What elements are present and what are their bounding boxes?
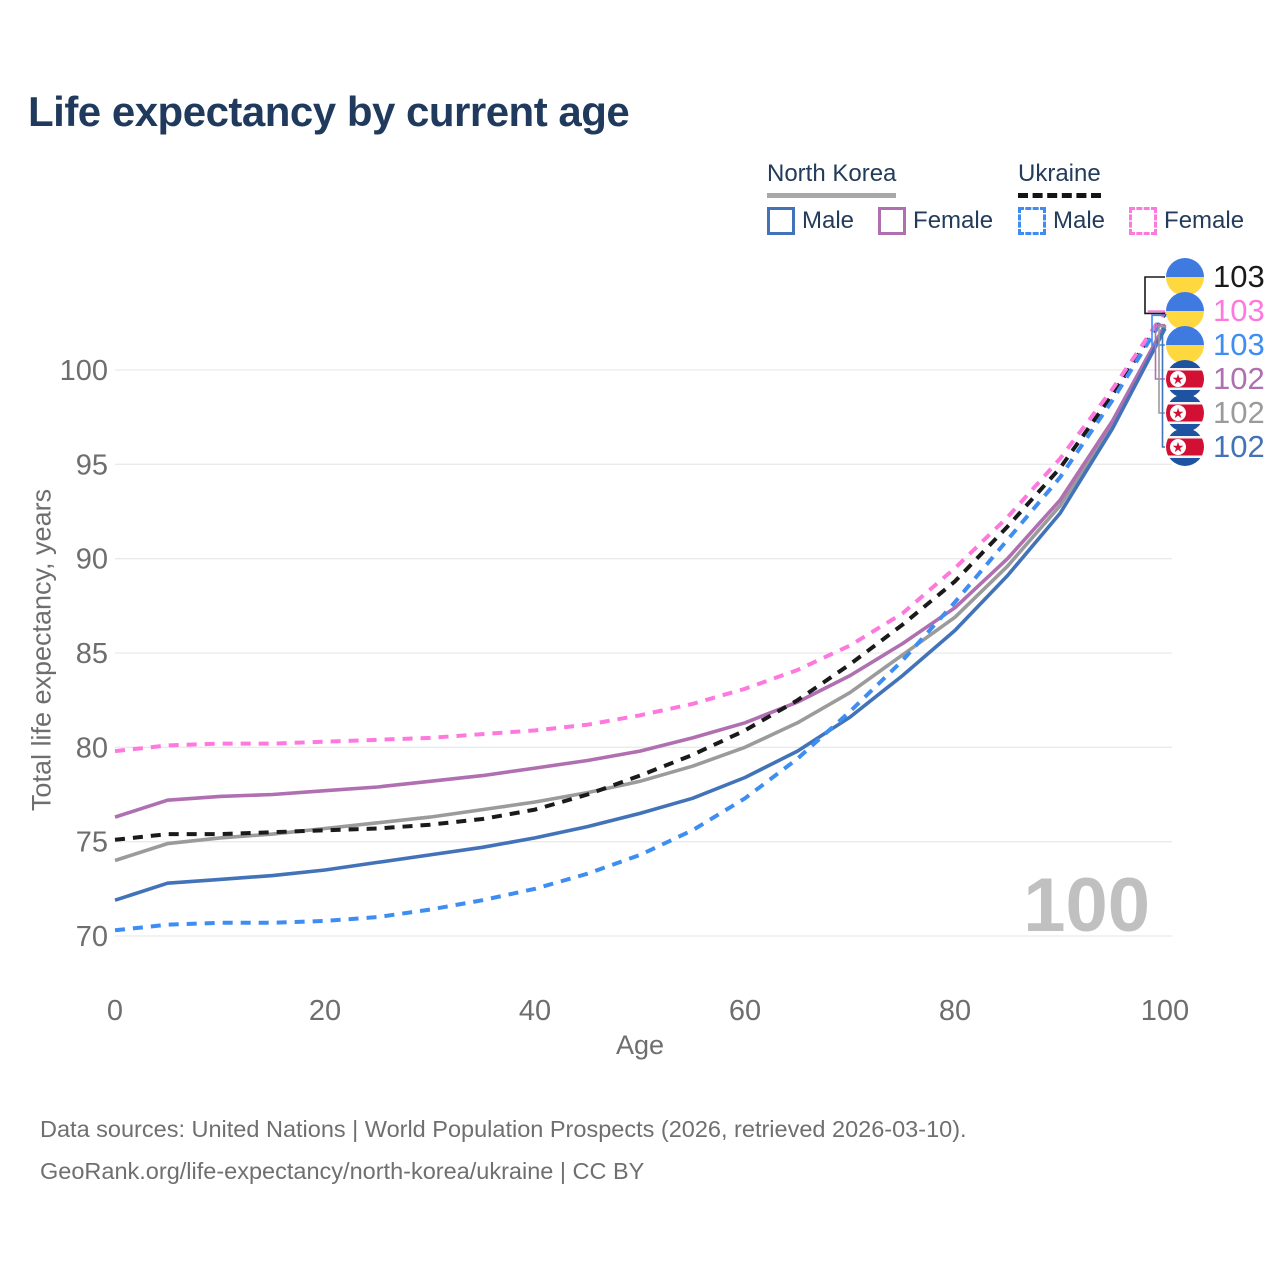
legend-country-north-korea: North Korea [767, 160, 897, 198]
current-age-watermark: 100 [1023, 863, 1150, 948]
legend-item-north-korea-male[interactable]: Male [767, 207, 854, 235]
end-value-ua_male: 103 [1213, 327, 1265, 362]
x-tick-20: 20 [309, 995, 341, 1027]
end-label-row-nk_female: ★ 102 [1166, 360, 1265, 398]
legend-item-label: Male [802, 207, 855, 234]
end-value-ua_female: 103 [1213, 293, 1265, 328]
line-nk_female[interactable] [114, 323, 1167, 819]
line-ua_total[interactable] [114, 312, 1167, 842]
end-value-nk_female: 102 [1213, 361, 1265, 396]
legend-items-north-korea: Male Female [767, 207, 993, 235]
footer: Data sources: United Nations | World Pop… [40, 1108, 967, 1192]
end-label-row-nk_total: ★ 102 [1166, 394, 1265, 432]
leader-line-nk_female [1154, 323, 1165, 380]
ukraine-flag-icon [1166, 292, 1204, 330]
north-korea-star-icon: ★ [1170, 370, 1186, 387]
line-ua_female[interactable] [114, 310, 1167, 754]
legend-item-label: Female [1164, 207, 1245, 234]
x-tick-40: 40 [519, 995, 551, 1027]
x-axis-title: Age [615, 1030, 665, 1060]
ukraine-flag-icon [1166, 258, 1204, 296]
leader-line-ua_total [1144, 276, 1165, 315]
x-tick-100: 100 [1141, 995, 1189, 1027]
line-nk_male[interactable] [114, 327, 1167, 902]
x-tick-80: 80 [939, 995, 971, 1027]
north-korea-flag-icon: ★ [1166, 360, 1204, 398]
legend-item-label: Female [913, 207, 994, 234]
end-label-row-ua_male: 103 [1166, 326, 1265, 364]
legend-item-ukraine-female[interactable]: Female [1129, 207, 1244, 235]
x-tick-0: 0 [107, 995, 123, 1027]
ukraine-male-swatch-icon [1018, 207, 1046, 235]
y-tick-90: 90 [76, 544, 108, 576]
y-tick-75: 75 [76, 827, 108, 859]
end-label-row-ua_total: 103 [1166, 258, 1265, 296]
legend-item-label: Male [1053, 207, 1106, 234]
x-tick-60: 60 [729, 995, 761, 1027]
page-title: Life expectancy by current age [28, 88, 630, 135]
end-value-ua_total: 103 [1213, 259, 1265, 294]
end-value-nk_male: 102 [1213, 429, 1265, 464]
ukraine-female-swatch-icon [1129, 207, 1158, 235]
chart-plot-area[interactable]: 70 75 80 85 90 95 100 0 20 40 60 80 100 [0, 0, 1280, 1080]
north-korea-male-swatch-icon [767, 207, 795, 235]
north-korea-female-swatch-icon [878, 207, 907, 235]
north-korea-star-icon: ★ [1170, 438, 1186, 455]
y-tick-95: 95 [76, 449, 108, 481]
end-label-row-ua_female: 103 [1166, 292, 1265, 330]
y-axis-title: Total life expectancy, years [26, 488, 57, 812]
north-korea-star-icon: ★ [1170, 404, 1186, 421]
line-nk_total[interactable] [114, 325, 1167, 863]
y-tick-85: 85 [76, 638, 108, 670]
footer-attribution: GeoRank.org/life-expectancy/north-korea/… [40, 1158, 645, 1184]
north-korea-flag-icon: ★ [1166, 394, 1204, 432]
y-tick-70: 70 [76, 921, 108, 953]
footer-data-sources: Data sources: United Nations | World Pop… [40, 1116, 967, 1142]
y-tick-100: 100 [60, 355, 108, 387]
ukraine-flag-icon [1166, 326, 1204, 364]
end-value-nk_total: 102 [1213, 395, 1265, 430]
legend-group-north-korea: North Korea Male Female [767, 160, 993, 235]
legend-country-ukraine: Ukraine [1018, 160, 1101, 198]
legend-group-ukraine: Ukraine Male Female [1018, 160, 1244, 235]
line-ua_male[interactable] [114, 314, 1167, 933]
end-label-row-nk_male: ★ 102 [1166, 428, 1265, 466]
legend-item-ukraine-male[interactable]: Male [1018, 207, 1105, 235]
leader-line-ua_female [1147, 310, 1165, 313]
north-korea-flag-icon: ★ [1166, 428, 1204, 466]
y-tick-80: 80 [76, 732, 108, 764]
legend-items-ukraine: Male Female [1018, 207, 1244, 235]
leader-line-nk_male [1161, 327, 1165, 448]
legend-item-north-korea-female[interactable]: Female [878, 207, 993, 235]
